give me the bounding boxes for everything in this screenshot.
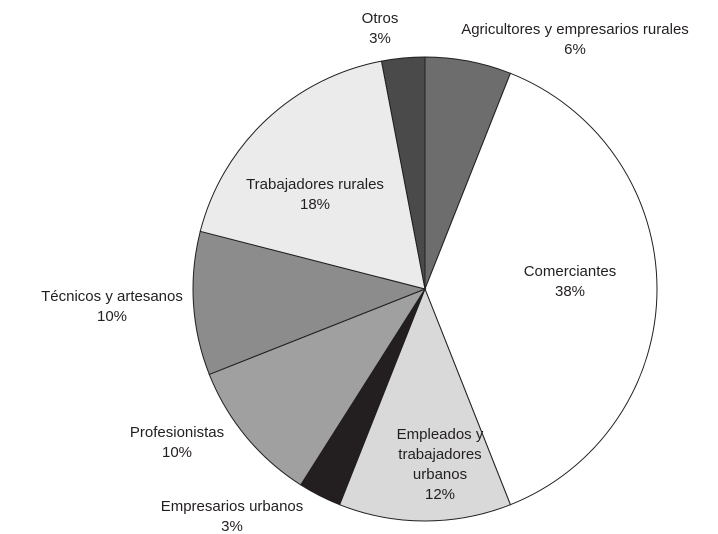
pie-slice: [380, 56, 426, 290]
pie-slice: [424, 72, 658, 506]
category-label: Técnicos y artesanos: [41, 288, 183, 305]
slice-label: Empresarios urbanos 3%: [132, 497, 332, 534]
value-label: 3%: [369, 30, 391, 47]
value-label: 3%: [221, 518, 243, 534]
category-label: Empresarios urbanos: [160, 498, 304, 515]
slice-label: Empleados y trabajadores urbanos 12%: [380, 425, 500, 505]
value-label: 10%: [161, 444, 193, 461]
value-label: 10%: [96, 308, 128, 325]
slice-label: Profesionistas 10%: [107, 423, 247, 463]
value-label: 18%: [299, 196, 331, 213]
pie-slice: [338, 287, 512, 522]
slice-label: Otros 3%: [340, 9, 420, 49]
category-label: Agricultores y empresarios rurales: [461, 21, 689, 38]
pie-slice: [199, 60, 426, 290]
value-label: 12%: [424, 486, 456, 503]
category-label: Otros: [361, 10, 399, 27]
pie-slice: [208, 287, 427, 486]
slice-label: Técnicos y artesanos 10%: [12, 287, 212, 327]
slice-label: Trabajadores rurales 18%: [220, 175, 410, 215]
value-label: 38%: [554, 283, 586, 300]
value-label: 6%: [564, 41, 586, 58]
category-label: Trabajadores rurales: [246, 176, 384, 193]
category-label: Empleados y trabajadores urbanos: [396, 426, 484, 483]
pie-slice: [192, 230, 427, 376]
category-label: Comerciantes: [523, 263, 617, 280]
slice-label: Comerciantes 38%: [500, 262, 640, 302]
slice-label: Agricultores y empresarios rurales 6%: [425, 20, 718, 60]
category-label: Profesionistas: [129, 424, 225, 441]
